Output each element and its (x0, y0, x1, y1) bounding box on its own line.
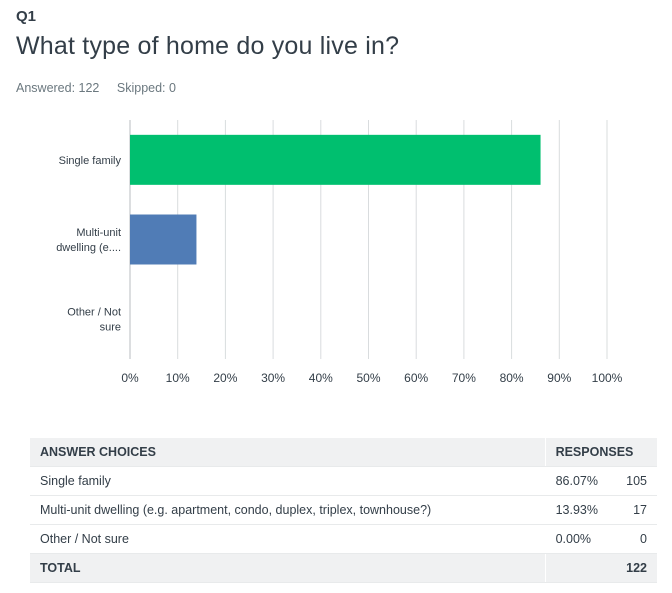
x-tick-label: 0% (121, 371, 139, 385)
bar-chart: 0% 10% 20% 30% 40% 50% 60% 70% 80% 90% 100% Single … (56, 120, 623, 385)
response-percent-cell: 86.07% (545, 466, 613, 496)
x-tick-label: 40% (309, 371, 333, 385)
x-tick-label: 60% (404, 371, 428, 385)
response-count-cell: 105 (612, 466, 657, 496)
table-row: Single family 86.07% 105 (30, 466, 657, 496)
answer-choices-header: ANSWER CHOICES (30, 438, 546, 467)
bar (130, 134, 541, 185)
answer-choice-cell: Other / Not sure (30, 524, 546, 554)
response-percent-cell: 0.00% (545, 524, 613, 554)
x-tick-label: 10% (166, 371, 190, 385)
bar (130, 214, 197, 265)
category-label: Single family (59, 155, 122, 167)
total-pct-cell (545, 553, 613, 583)
category-label: sure (100, 322, 121, 334)
category-label: Other / Not (67, 307, 121, 319)
x-tick-label: 100% (592, 371, 623, 385)
responses-header: RESPONSES (545, 438, 657, 467)
answered-count: Answered: 122 (16, 81, 100, 95)
response-percent-cell: 13.93% (545, 495, 613, 525)
x-tick-label: 80% (500, 371, 524, 385)
question-number: Q1 (16, 8, 37, 25)
table-header-row: ANSWER CHOICES RESPONSES (30, 438, 657, 467)
x-tick-label: 20% (213, 371, 237, 385)
answer-choice-cell: Multi-unit dwelling (e.g. apartment, con… (30, 495, 546, 525)
answer-choice-cell: Single family (30, 466, 546, 496)
table-row: Multi-unit dwelling (e.g. apartment, con… (30, 495, 657, 525)
x-tick-label: 90% (547, 371, 571, 385)
x-tick-label: 30% (261, 371, 285, 385)
category-label: Multi-unit (76, 227, 121, 239)
response-count-cell: 0 (612, 524, 657, 554)
x-tick-label: 50% (356, 371, 380, 385)
question-title: What type of home do you live in? (16, 32, 400, 60)
answer-table: ANSWER CHOICES RESPONSES Single family 86… (30, 438, 657, 583)
total-count: 122 (612, 553, 657, 583)
table-total-row: TOTAL 122 (30, 553, 657, 583)
response-summary: Answered: 122 Skipped: 0 (16, 81, 190, 95)
category-label: dwelling (e.... (56, 242, 121, 254)
total-label: TOTAL (30, 553, 546, 583)
response-count-cell: 17 (612, 495, 657, 525)
table-row: Other / Not sure 0.00% 0 (30, 524, 657, 554)
skipped-count: Skipped: 0 (116, 81, 176, 95)
x-tick-label: 70% (452, 371, 476, 385)
